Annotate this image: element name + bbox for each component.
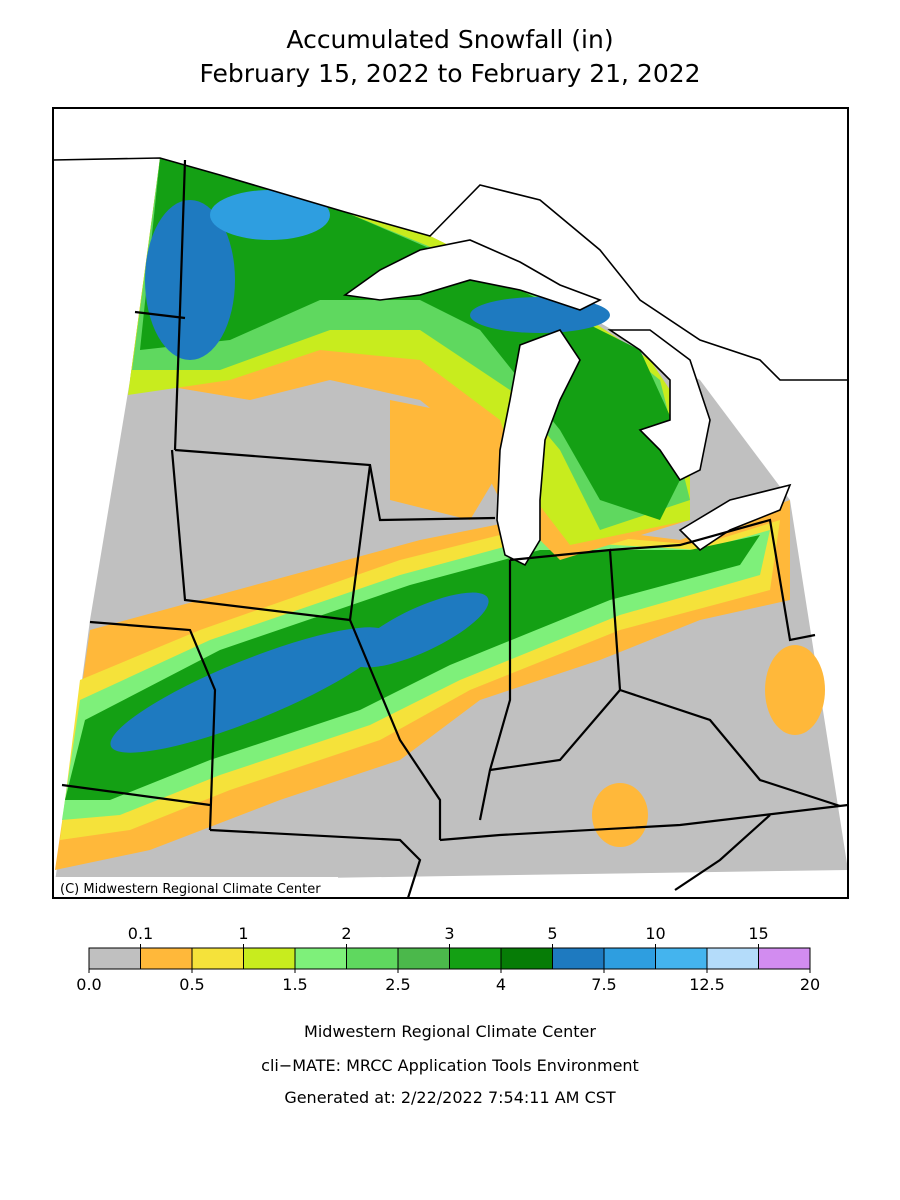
legend-label: 0.5: [179, 975, 204, 994]
legend-label: 12.5: [689, 975, 725, 994]
legend-label: 7.5: [591, 975, 616, 994]
legend-swatch: [655, 947, 708, 970]
map-frame: [52, 107, 849, 899]
legend-swatch: [243, 947, 296, 970]
great-lakes: [53, 108, 848, 567]
legend-swatch: [294, 947, 347, 970]
map-subtitle: February 15, 2022 to February 21, 2022: [199, 59, 700, 88]
legend-label: 4: [496, 975, 506, 994]
legend-label: 1: [238, 924, 248, 943]
legend-label: 0.1: [128, 924, 153, 943]
legend-swatch: [603, 947, 656, 970]
footer-line: cli−MATE: MRCC Application Tools Environ…: [261, 1056, 639, 1075]
legend-label: 3: [444, 924, 454, 943]
legend-swatch: [449, 947, 502, 970]
legend-label: 2.5: [385, 975, 410, 994]
legend-swatch: [346, 947, 399, 970]
legend-label: 5: [547, 924, 557, 943]
legend-label: 2: [341, 924, 351, 943]
legend-label: 1.5: [282, 975, 307, 994]
legend-label: 10: [645, 924, 665, 943]
state-borders: [61, 159, 848, 898]
legend-swatch: [88, 947, 141, 970]
footer-line: Generated at: 2/22/2022 7:54:11 AM CST: [284, 1088, 616, 1107]
footer-line: Midwestern Regional Climate Center: [304, 1022, 596, 1041]
legend-swatch: [140, 947, 193, 970]
copyright-box: [53, 877, 338, 898]
copyright: (C) Midwestern Regional Climate Center: [60, 882, 321, 897]
map-title: Accumulated Snowfall (in): [286, 25, 613, 54]
legend-swatch: [552, 947, 605, 970]
legend: 0.0 0.1 0.5 1 1.5 2 2.5 3 4 5 7.5 10 12.5 15 20: [76, 924, 820, 994]
legend-swatch: [191, 947, 244, 970]
legend-swatch: [500, 947, 553, 970]
legend-swatch: [758, 947, 811, 970]
legend-label: 15: [748, 924, 768, 943]
legend-label: 20: [800, 975, 820, 994]
snow-fields: [55, 158, 825, 870]
legend-swatch: [706, 947, 759, 970]
legend-swatch: [397, 947, 450, 970]
map-area: (C) Midwestern Regional Climate Center: [53, 108, 848, 898]
legend-label: 0.0: [76, 975, 101, 994]
